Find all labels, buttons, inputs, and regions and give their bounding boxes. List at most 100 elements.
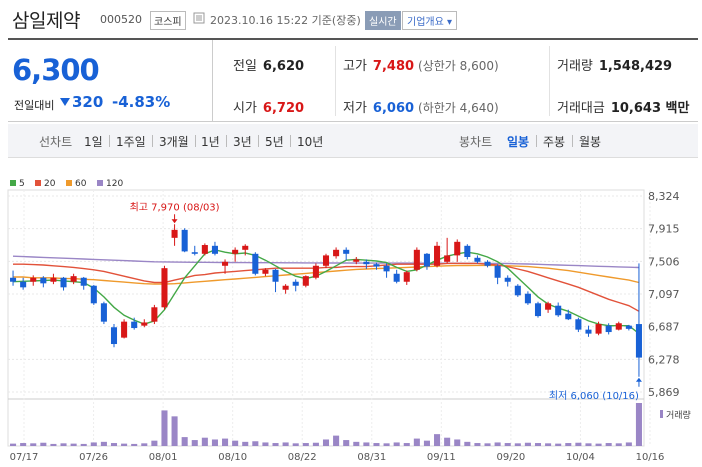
volume-bar: [90, 442, 97, 446]
line-chart-label[interactable]: 선차트: [39, 135, 73, 149]
volume-bar: [504, 443, 511, 446]
candle-body: [393, 273, 400, 282]
candle-monthly[interactable]: 월봉: [579, 135, 602, 149]
x-axis: 07/17 07/26 08/01 08/10 08/22 08/31 09/11 09/20…: [10, 452, 665, 463]
candle-weekly[interactable]: 주봉: [543, 135, 566, 149]
volume-bar: [403, 443, 410, 446]
period-3m[interactable]: 3개월: [159, 135, 189, 149]
period-1d[interactable]: 1일: [84, 135, 103, 149]
candle-body: [232, 249, 239, 254]
candle-body: [444, 255, 451, 262]
volume-bar: [474, 443, 481, 446]
candle-body: [322, 255, 330, 266]
period-1w[interactable]: 1주일: [116, 135, 146, 149]
price-diff: 320: [72, 93, 104, 111]
period-1y[interactable]: 1년: [201, 135, 220, 149]
candle-body: [60, 277, 67, 288]
volume-bar: [151, 440, 158, 446]
candle-body: [20, 281, 27, 288]
candle-body: [211, 245, 218, 254]
amount-label: 거래대금: [557, 101, 605, 116]
volume-bars: 거래량: [10, 403, 691, 446]
x-tick-label: 10/16: [636, 452, 665, 463]
candle-body: [30, 277, 37, 282]
candle-body: [494, 265, 501, 278]
candle-body: [625, 325, 632, 329]
legend-swatch-120: [97, 180, 103, 186]
candle-body: [464, 245, 471, 257]
lower-limit: (하한가 4,640): [418, 101, 499, 115]
price-chart[interactable]: 5 20 60 120 8,324 7,915 7,506 7,097 6,687 6,278 5…: [0, 170, 702, 467]
y-axis: 8,324 7,915 7,506 7,097 6,687 6,278 5,869: [648, 190, 680, 399]
amount-value: 10,643 백만: [610, 101, 690, 116]
annotations: 최고 7,970 (08/03) 최저 6,060 (10/16): [130, 201, 642, 402]
chart-legend: 5 20 60 120: [10, 179, 123, 189]
candle-body: [171, 229, 178, 238]
candle-body: [474, 257, 481, 262]
volume-bar: [343, 440, 350, 446]
candle-body: [90, 285, 97, 304]
candle-body: [50, 277, 57, 282]
candle-chart-label[interactable]: 봉차트: [459, 135, 493, 149]
diff-label: 전일대비: [14, 99, 55, 112]
volume-bar: [302, 443, 309, 446]
volume-bar: [605, 443, 612, 446]
volume-bar: [514, 443, 521, 446]
x-tick-label: 07/17: [10, 452, 39, 463]
stock-header: 삼일제약 000520 코스피 2023.10.16 15:22 기준(장중) …: [0, 0, 702, 38]
candle-body: [403, 272, 410, 282]
period-5y[interactable]: 5년: [265, 135, 284, 149]
down-arrow-icon: [60, 98, 70, 106]
volume-bar: [615, 443, 622, 446]
min-arrow-icon: [635, 377, 642, 382]
volume-bar: [444, 437, 451, 446]
candle-body: [201, 245, 208, 254]
x-tick-label: 08/10: [218, 452, 247, 463]
candle-daily[interactable]: 일봉: [507, 135, 530, 149]
low-label: 저가: [343, 101, 367, 116]
candle-body: [121, 321, 128, 338]
legend-swatch-60: [66, 180, 72, 186]
realtime-button[interactable]: 실시간: [365, 11, 401, 30]
period-10y[interactable]: 10년: [297, 135, 324, 149]
volume-legend-swatch: [660, 410, 663, 418]
candle-body: [70, 276, 77, 282]
candle-body: [10, 277, 17, 282]
candle-body: [312, 265, 319, 278]
volume-bar: [585, 443, 592, 446]
candle-body: [141, 322, 148, 326]
volume-bar: [393, 442, 400, 446]
volume-bar: [50, 443, 57, 446]
volume-bar: [312, 442, 319, 446]
period-3y[interactable]: 3년: [233, 135, 252, 149]
candle-body: [585, 329, 592, 334]
prev-close-label: 전일: [233, 59, 257, 74]
candle-body: [191, 252, 198, 254]
candle-body: [383, 265, 390, 272]
volume-bar: [121, 443, 128, 446]
volume-bar: [30, 443, 37, 446]
corp-info-dropdown[interactable]: 기업개요 ▾: [402, 11, 457, 30]
stock-name: 삼일제약: [12, 10, 80, 32]
candle-body: [353, 259, 360, 262]
y-tick-label: 7,506: [648, 255, 680, 268]
volume-bar: [434, 434, 441, 446]
volume-bar: [494, 442, 501, 446]
volume-bar: [575, 442, 582, 446]
volume-bar: [484, 443, 491, 446]
volume-value: 1,548,429: [598, 59, 673, 74]
volume-bar: [383, 443, 390, 446]
x-tick-label: 08/31: [357, 452, 386, 463]
volume-bar: [242, 441, 249, 446]
volume-bar: [565, 443, 572, 446]
volume-bar: [272, 443, 279, 446]
candle-body: [131, 321, 138, 329]
volume-bar: [524, 442, 531, 446]
max-label: 최고 7,970 (08/03): [130, 201, 220, 213]
candle-body: [302, 276, 309, 286]
market-badge: 코스피: [150, 11, 186, 30]
candle-body: [242, 245, 249, 250]
candle-body: [373, 264, 380, 267]
candle-body: [555, 305, 562, 316]
candle-body: [484, 261, 491, 266]
